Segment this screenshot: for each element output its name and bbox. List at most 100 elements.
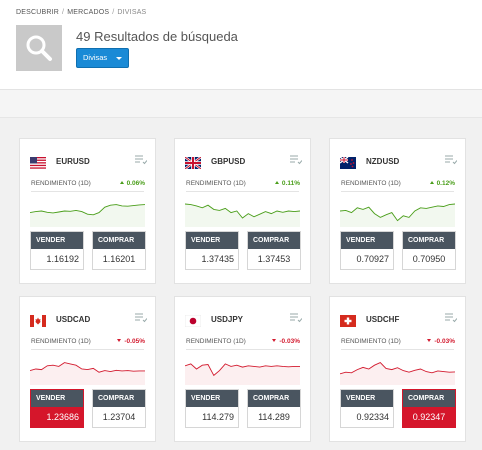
sell-button[interactable]: VENDER 1.23686 bbox=[30, 389, 84, 428]
buy-price: 0.92347 bbox=[403, 407, 455, 427]
instrument-card-gbpusd[interactable]: GBPUSD RENDIMIENTO (1D) 0.11% VENDER 1.37435… bbox=[174, 138, 311, 284]
sparkline-area bbox=[30, 204, 145, 227]
sell-button[interactable]: VENDER 0.70927 bbox=[340, 231, 394, 270]
divider bbox=[341, 191, 454, 192]
arrow-down-icon bbox=[427, 339, 432, 342]
sparkline-chart bbox=[30, 204, 145, 227]
performance-label: RENDIMIENTO (1D) bbox=[341, 338, 401, 345]
arrow-down-icon bbox=[272, 339, 277, 342]
filter-dropdown-button[interactable]: Divisas bbox=[76, 48, 129, 68]
buy-price: 1.16201 bbox=[102, 254, 136, 264]
buy-price: 1.23704 bbox=[102, 412, 136, 422]
gb-flag-icon bbox=[184, 156, 202, 170]
arrow-up-icon bbox=[119, 181, 124, 184]
instrument-symbol[interactable]: EURUSD bbox=[56, 157, 90, 166]
buy-label: COMPRAR bbox=[403, 232, 455, 249]
breadcrumb-item-discover[interactable]: DESCUBRIR bbox=[16, 9, 60, 16]
sparkline-chart bbox=[185, 203, 300, 227]
buy-button[interactable]: COMPRAR 0.70950 bbox=[402, 231, 456, 270]
filter-dropdown-label: Divisas bbox=[83, 53, 108, 62]
buy-label: COMPRAR bbox=[403, 390, 455, 407]
add-to-watchlist-icon[interactable] bbox=[445, 155, 457, 165]
change-percent: 0.06% bbox=[119, 180, 145, 187]
arrow-down-icon bbox=[117, 339, 122, 342]
search-thumbnail bbox=[16, 25, 62, 71]
divider bbox=[186, 349, 299, 350]
sell-label: VENDER bbox=[186, 232, 238, 249]
add-to-watchlist-icon[interactable] bbox=[135, 313, 147, 323]
change-value: -0.03% bbox=[434, 338, 455, 345]
change-value: 0.06% bbox=[126, 180, 145, 187]
sell-button[interactable]: VENDER 0.92334 bbox=[340, 389, 394, 428]
instrument-card-eurusd[interactable]: EURUSD RENDIMIENTO (1D) 0.06% VENDER 1.16192… bbox=[19, 138, 156, 284]
performance-label: RENDIMIENTO (1D) bbox=[31, 180, 91, 187]
sparkline-area bbox=[340, 362, 455, 385]
change-percent: -0.05% bbox=[117, 338, 145, 345]
sell-price: 114.279 bbox=[202, 412, 234, 422]
buy-button[interactable]: COMPRAR 114.289 bbox=[247, 389, 301, 428]
add-to-watchlist-icon[interactable] bbox=[290, 313, 302, 323]
performance-label: RENDIMIENTO (1D) bbox=[31, 338, 91, 345]
breadcrumb-item-markets[interactable]: MERCADOS bbox=[67, 9, 110, 16]
sell-label: VENDER bbox=[31, 390, 83, 407]
divider bbox=[31, 191, 144, 192]
sell-price: 0.92334 bbox=[356, 412, 389, 422]
buy-label: COMPRAR bbox=[93, 232, 145, 249]
breadcrumb-item-currencies: DIVISAS bbox=[117, 9, 147, 16]
instrument-card-usdcad[interactable]: USDCAD RENDIMIENTO (1D) -0.05% VENDER 1.2368… bbox=[19, 296, 156, 442]
arrow-up-icon bbox=[274, 181, 279, 184]
divider bbox=[31, 349, 144, 350]
instrument-card-usdjpy[interactable]: USDJPY RENDIMIENTO (1D) -0.03% VENDER 114.27… bbox=[174, 296, 311, 442]
sell-price: 1.37435 bbox=[201, 254, 234, 264]
instrument-card-nzdusd[interactable]: NZDUSD RENDIMIENTO (1D) 0.12% VENDER 0.70927… bbox=[329, 138, 466, 284]
buy-button[interactable]: COMPRAR 1.37453 bbox=[247, 231, 301, 270]
chevron-down-icon bbox=[116, 57, 122, 60]
sparkline-line bbox=[340, 203, 455, 222]
buy-button[interactable]: COMPRAR 1.16201 bbox=[92, 231, 146, 270]
change-value: -0.05% bbox=[124, 338, 145, 345]
instrument-symbol[interactable]: USDJPY bbox=[211, 315, 244, 324]
performance-label: RENDIMIENTO (1D) bbox=[186, 180, 246, 187]
change-value: -0.03% bbox=[279, 338, 300, 345]
add-to-watchlist-icon[interactable] bbox=[290, 155, 302, 165]
performance-label: RENDIMIENTO (1D) bbox=[186, 338, 246, 345]
sell-label: VENDER bbox=[186, 390, 238, 407]
buy-label: COMPRAR bbox=[248, 390, 300, 407]
arrow-up-icon bbox=[429, 181, 434, 184]
sparkline-line bbox=[340, 362, 455, 375]
sell-button[interactable]: VENDER 1.16192 bbox=[30, 231, 84, 270]
sell-label: VENDER bbox=[341, 390, 393, 407]
change-value: 0.11% bbox=[281, 180, 300, 187]
add-to-watchlist-icon[interactable] bbox=[445, 313, 457, 323]
sell-price: 1.16192 bbox=[46, 254, 79, 264]
buy-button[interactable]: COMPRAR 1.23704 bbox=[92, 389, 146, 428]
change-percent: 0.12% bbox=[429, 180, 455, 187]
sparkline-line bbox=[30, 362, 145, 373]
instrument-symbol[interactable]: USDCHF bbox=[366, 315, 400, 324]
add-to-watchlist-icon[interactable] bbox=[135, 155, 147, 165]
instrument-symbol[interactable]: NZDUSD bbox=[366, 157, 400, 166]
sparkline-area bbox=[340, 204, 455, 227]
sparkline-chart bbox=[30, 362, 145, 385]
divider bbox=[341, 349, 454, 350]
buy-label: COMPRAR bbox=[93, 390, 145, 407]
sell-button[interactable]: VENDER 1.37435 bbox=[185, 231, 239, 270]
sell-button[interactable]: VENDER 114.279 bbox=[185, 389, 239, 428]
sparkline-line bbox=[185, 203, 300, 219]
divider bbox=[186, 191, 299, 192]
change-percent: -0.03% bbox=[427, 338, 455, 345]
instrument-card-usdchf[interactable]: USDCHF RENDIMIENTO (1D) -0.03% VENDER 0.9233… bbox=[329, 296, 466, 442]
instrument-symbol[interactable]: GBPUSD bbox=[211, 157, 246, 166]
jp-flag-icon bbox=[184, 314, 202, 328]
change-percent: 0.11% bbox=[274, 180, 300, 187]
toolbar-band bbox=[0, 89, 482, 118]
buy-label: COMPRAR bbox=[248, 232, 300, 249]
buy-button[interactable]: COMPRAR 0.92347 bbox=[402, 389, 456, 428]
breadcrumb: DESCUBRIR / MERCADOS / DIVISAS bbox=[16, 9, 147, 16]
change-value: 0.12% bbox=[436, 180, 455, 187]
page-header: DESCUBRIR / MERCADOS / DIVISAS 49 Resultados… bbox=[0, 0, 482, 89]
sell-label: VENDER bbox=[341, 232, 393, 249]
buy-price: 0.70950 bbox=[412, 254, 446, 264]
instrument-symbol[interactable]: USDCAD bbox=[56, 315, 91, 324]
ca-flag-icon bbox=[30, 314, 46, 327]
